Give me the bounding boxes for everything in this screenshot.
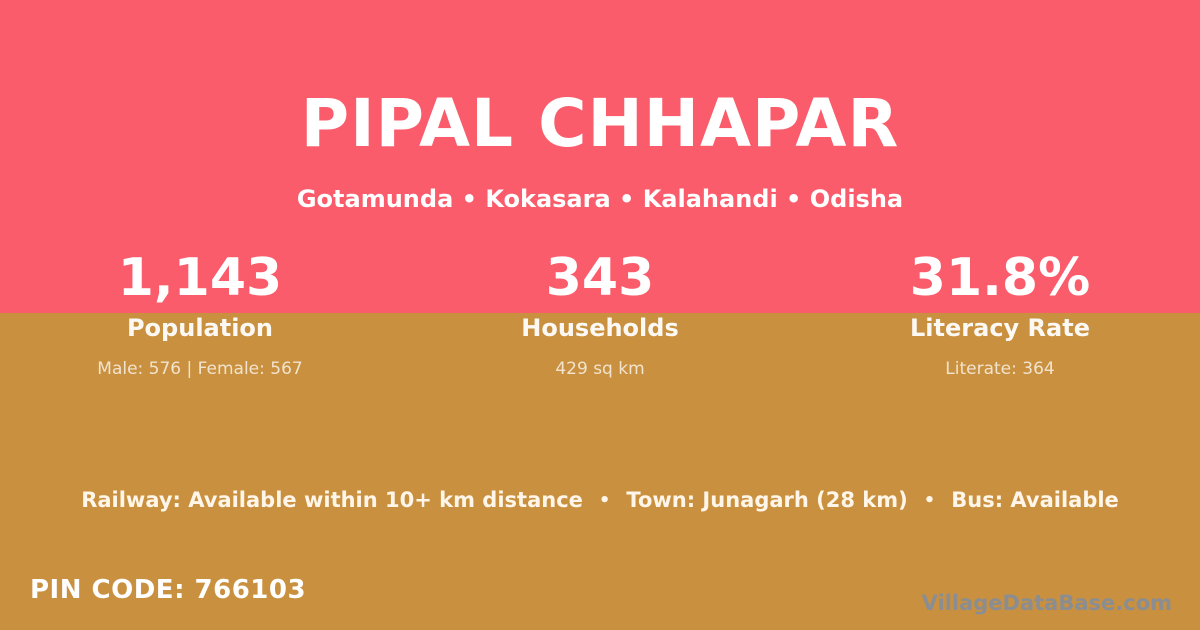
railway-info: Railway: Available within 10+ km distanc… xyxy=(81,488,583,512)
village-name-title: PIPAL CHHAPAR xyxy=(300,85,900,162)
location-breadcrumb: Gotamunda • Kokasara • Kalahandi • Odish… xyxy=(296,185,904,213)
town-info: Town: Junagarh (28 km) xyxy=(626,488,908,512)
watermark-brand: VillageDataBase.com xyxy=(921,591,1172,615)
population-value: 1,143 xyxy=(117,248,283,308)
literacy-rate-label: Literacy Rate xyxy=(910,314,1090,342)
stat-literacy-rate: 31.8% Literacy Rate Literate: 364 xyxy=(800,245,1200,380)
literacy-rate-detail: Literate: 364 xyxy=(945,359,1055,379)
bus-info: Bus: Available xyxy=(951,488,1119,512)
population-detail: Male: 576 | Female: 567 xyxy=(97,359,303,379)
pin-code-label: PIN CODE: 766103 xyxy=(30,575,307,605)
transport-info-bar: Railway: Available within 10+ km distanc… xyxy=(0,485,1200,516)
stats-row: 1,143 Population Male: 576 | Female: 567… xyxy=(0,245,1200,380)
bullet-separator-icon: • xyxy=(923,490,936,511)
bullet-separator-icon: • xyxy=(598,490,611,511)
top-color-band xyxy=(0,0,1200,313)
literacy-rate-value: 31.8% xyxy=(909,248,1091,308)
population-label: Population xyxy=(126,314,274,342)
stat-population: 1,143 Population Male: 576 | Female: 567 xyxy=(0,245,400,380)
households-value: 343 xyxy=(545,248,655,308)
households-detail: 429 sq km xyxy=(555,359,645,379)
stat-households: 343 Households 429 sq km xyxy=(400,245,800,380)
households-label: Households xyxy=(521,314,679,342)
